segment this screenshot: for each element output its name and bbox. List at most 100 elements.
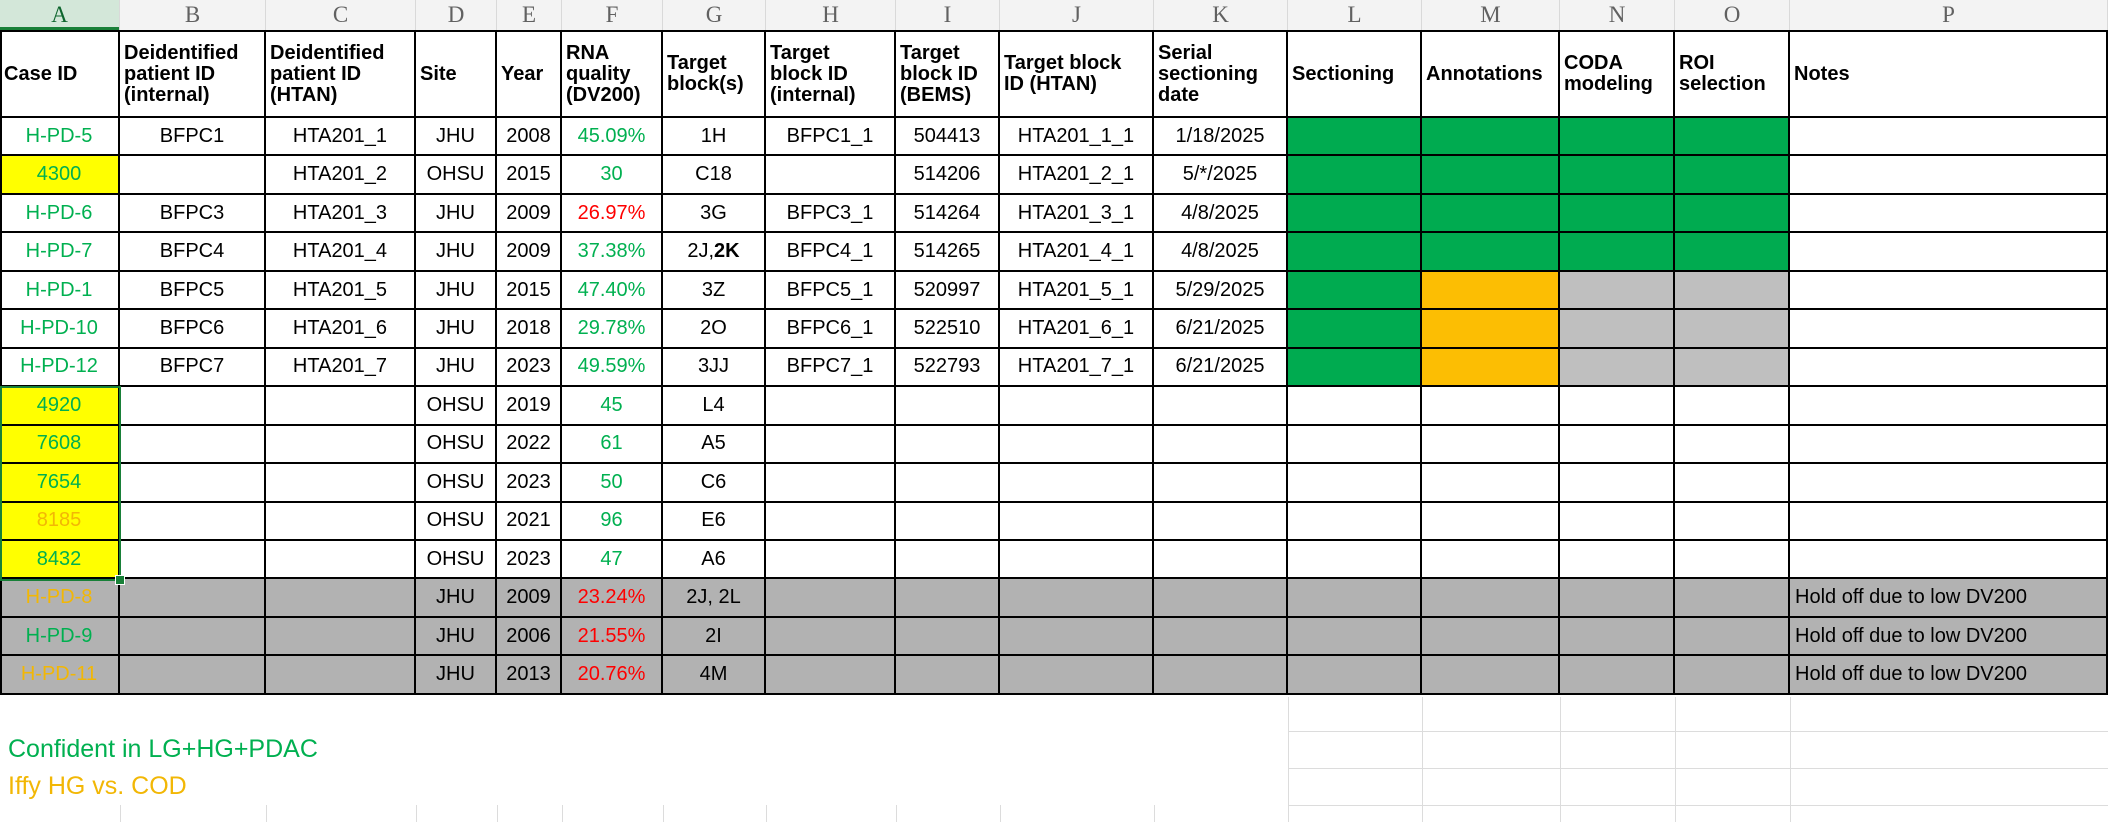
column-letter-I[interactable]: I — [896, 0, 1000, 30]
cell-M14[interactable] — [1422, 579, 1560, 616]
column-letter-P[interactable]: P — [1790, 0, 2108, 30]
cell-E13[interactable]: 2023 — [497, 540, 562, 578]
cell-P7[interactable] — [1790, 310, 2108, 347]
cell-B8[interactable]: BFPC7 — [120, 348, 266, 386]
cell-K13[interactable] — [1154, 540, 1288, 578]
cell-N9[interactable] — [1560, 387, 1675, 424]
cell-J13[interactable] — [1000, 540, 1154, 578]
cell-K4[interactable]: 4/8/2025 — [1154, 194, 1288, 232]
header-cell-M[interactable]: Annotations — [1422, 32, 1560, 116]
cell-B7[interactable]: BFPC6 — [120, 310, 266, 347]
cell-K10[interactable] — [1154, 425, 1288, 463]
cell-D4[interactable]: JHU — [416, 194, 497, 232]
cell-G8[interactable]: 3JJ — [663, 348, 766, 386]
cell-N8[interactable] — [1560, 348, 1675, 386]
cell-B2[interactable]: BFPC1 — [120, 118, 266, 155]
cell-G5[interactable]: 2J, 2K — [663, 233, 766, 270]
cell-G4[interactable]: 3G — [663, 194, 766, 232]
cell-F15[interactable]: 21.55% — [562, 617, 663, 655]
cell-E9[interactable]: 2019 — [497, 387, 562, 424]
cell-O4[interactable] — [1675, 194, 1790, 232]
cell-E5[interactable]: 2009 — [497, 233, 562, 270]
cell-K11[interactable] — [1154, 464, 1288, 501]
cell-E12[interactable]: 2021 — [497, 502, 562, 539]
cell-C13[interactable] — [266, 540, 416, 578]
cell-G6[interactable]: 3Z — [663, 271, 766, 309]
cell-E14[interactable]: 2009 — [497, 579, 562, 616]
cell-K7[interactable]: 6/21/2025 — [1154, 310, 1288, 347]
cell-H3[interactable] — [766, 156, 896, 193]
cell-F16[interactable]: 20.76% — [562, 656, 663, 693]
cell-N5[interactable] — [1560, 233, 1675, 270]
cell-D9[interactable]: OHSU — [416, 387, 497, 424]
cell-K9[interactable] — [1154, 387, 1288, 424]
column-letter-N[interactable]: N — [1560, 0, 1675, 30]
cell-B5[interactable]: BFPC4 — [120, 233, 266, 270]
cell-H10[interactable] — [766, 425, 896, 463]
cell-K2[interactable]: 1/18/2025 — [1154, 118, 1288, 155]
column-letter-J[interactable]: J — [1000, 0, 1154, 30]
cell-B12[interactable] — [120, 502, 266, 539]
cell-O14[interactable] — [1675, 579, 1790, 616]
cell-O16[interactable] — [1675, 656, 1790, 693]
cell-M3[interactable] — [1422, 156, 1560, 193]
cell-L15[interactable] — [1288, 617, 1422, 655]
cell-O2[interactable] — [1675, 118, 1790, 155]
cell-G13[interactable]: A6 — [663, 540, 766, 578]
cell-O15[interactable] — [1675, 617, 1790, 655]
cell-I3[interactable]: 514206 — [896, 156, 1000, 193]
cell-H4[interactable]: BFPC3_1 — [766, 194, 896, 232]
column-letter-C[interactable]: C — [266, 0, 416, 30]
cell-J6[interactable]: HTA201_5_1 — [1000, 271, 1154, 309]
cell-K5[interactable]: 4/8/2025 — [1154, 233, 1288, 270]
cell-C16[interactable] — [266, 656, 416, 693]
cell-J7[interactable]: HTA201_6_1 — [1000, 310, 1154, 347]
cell-I15[interactable] — [896, 617, 1000, 655]
cell-L11[interactable] — [1288, 464, 1422, 501]
cell-J4[interactable]: HTA201_3_1 — [1000, 194, 1154, 232]
column-letter-G[interactable]: G — [663, 0, 766, 30]
cell-F3[interactable]: 30 — [562, 156, 663, 193]
cell-D10[interactable]: OHSU — [416, 425, 497, 463]
cell-M7[interactable] — [1422, 310, 1560, 347]
cell-J10[interactable] — [1000, 425, 1154, 463]
cell-B6[interactable]: BFPC5 — [120, 271, 266, 309]
cell-N2[interactable] — [1560, 118, 1675, 155]
cell-K14[interactable] — [1154, 579, 1288, 616]
cell-L9[interactable] — [1288, 387, 1422, 424]
column-letter-E[interactable]: E — [497, 0, 562, 30]
cell-I12[interactable] — [896, 502, 1000, 539]
cell-L2[interactable] — [1288, 118, 1422, 155]
cell-C10[interactable] — [266, 425, 416, 463]
header-cell-H[interactable]: Target block ID (internal) — [766, 32, 896, 116]
cell-H15[interactable] — [766, 617, 896, 655]
header-cell-P[interactable]: Notes — [1790, 32, 2108, 116]
cell-N12[interactable] — [1560, 502, 1675, 539]
cell-E6[interactable]: 2015 — [497, 271, 562, 309]
cell-A12[interactable]: 8185 — [0, 502, 120, 539]
cell-G3[interactable]: C18 — [663, 156, 766, 193]
cell-C4[interactable]: HTA201_3 — [266, 194, 416, 232]
cell-D3[interactable]: OHSU — [416, 156, 497, 193]
cell-J3[interactable]: HTA201_2_1 — [1000, 156, 1154, 193]
cell-F12[interactable]: 96 — [562, 502, 663, 539]
column-letter-K[interactable]: K — [1154, 0, 1288, 30]
cell-L13[interactable] — [1288, 540, 1422, 578]
header-cell-F[interactable]: RNA quality (DV200) — [562, 32, 663, 116]
cell-C11[interactable] — [266, 464, 416, 501]
cell-E15[interactable]: 2006 — [497, 617, 562, 655]
cell-O9[interactable] — [1675, 387, 1790, 424]
cell-C14[interactable] — [266, 579, 416, 616]
cell-N10[interactable] — [1560, 425, 1675, 463]
cell-F8[interactable]: 49.59% — [562, 348, 663, 386]
cell-A5[interactable]: H-PD-7 — [0, 233, 120, 270]
cell-N11[interactable] — [1560, 464, 1675, 501]
column-letter-F[interactable]: F — [562, 0, 663, 30]
cell-D11[interactable]: OHSU — [416, 464, 497, 501]
cell-L16[interactable] — [1288, 656, 1422, 693]
cell-O7[interactable] — [1675, 310, 1790, 347]
cell-A10[interactable]: 7608 — [0, 425, 120, 463]
cell-H16[interactable] — [766, 656, 896, 693]
cell-A11[interactable]: 7654 — [0, 464, 120, 501]
cell-K12[interactable] — [1154, 502, 1288, 539]
